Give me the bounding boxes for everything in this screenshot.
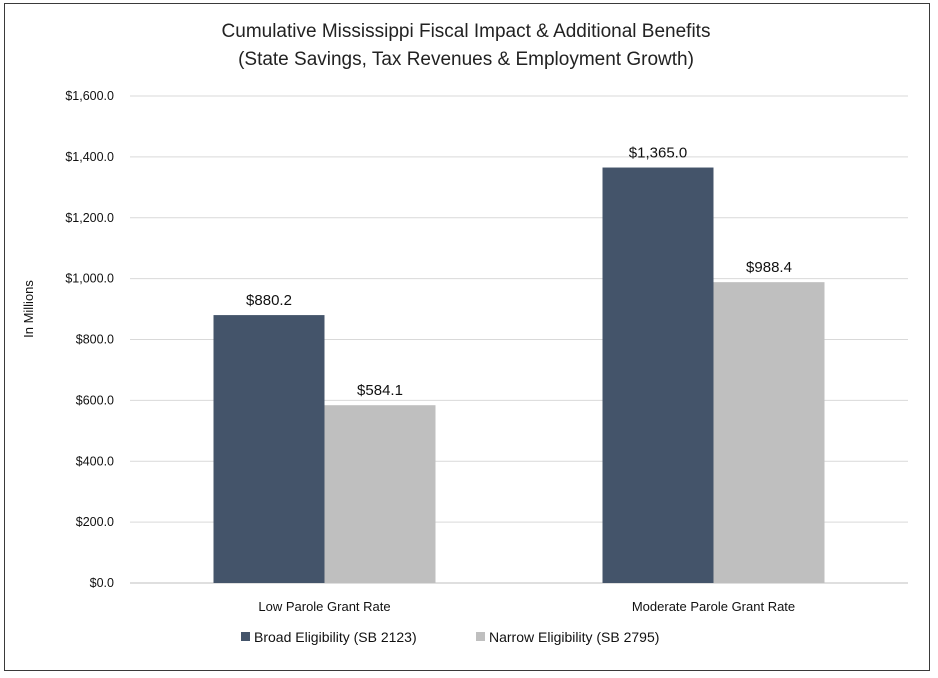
- bar-broad: [213, 315, 325, 583]
- y-tick-label: $0.0: [90, 576, 114, 590]
- y-tick-label: $1,600.0: [65, 89, 114, 103]
- bar-chart: Cumulative Mississippi Fiscal Impact & A…: [21, 21, 908, 645]
- chart-subtitle: (State Savings, Tax Revenues & Employmen…: [238, 49, 694, 70]
- data-label: $1,365.0: [629, 145, 687, 162]
- legend-label: Broad Eligibility (SB 2123): [254, 629, 417, 645]
- data-label: $584.1: [357, 382, 403, 399]
- y-tick-label: $1,400.0: [65, 150, 114, 164]
- y-tick-label: $1,000.0: [65, 272, 114, 286]
- bar-narrow: [324, 405, 436, 583]
- bars: [213, 167, 825, 583]
- y-axis-title: In Millions: [21, 280, 36, 338]
- x-tick-label: Moderate Parole Grant Rate: [632, 599, 795, 614]
- x-tick-label: Low Parole Grant Rate: [258, 599, 390, 614]
- data-labels: $880.2 $584.1 Low Parole Grant Rate $1,365.…: [246, 145, 795, 614]
- y-tick-label: $800.0: [76, 333, 114, 347]
- gridlines: $0.0 $200.0 $400.0 $600.0 $800.0 $1,000.0 $1,2…: [65, 89, 908, 590]
- chart-title: Cumulative Mississippi Fiscal Impact & A…: [222, 21, 711, 42]
- legend-label: Narrow Eligibility (SB 2795): [489, 629, 659, 645]
- data-label: $880.2: [246, 292, 292, 309]
- y-tick-label: $600.0: [76, 393, 114, 407]
- legend-swatch: [476, 632, 485, 641]
- data-label: $988.4: [746, 259, 792, 276]
- bar-narrow: [713, 282, 825, 583]
- y-tick-label: $200.0: [76, 515, 114, 529]
- chart-frame: Cumulative Mississippi Fiscal Impact & A…: [4, 3, 930, 671]
- y-tick-label: $400.0: [76, 454, 114, 468]
- bar-broad: [602, 167, 714, 583]
- legend-swatch: [241, 632, 250, 641]
- y-tick-label: $1,200.0: [65, 211, 114, 225]
- legend: Broad Eligibility (SB 2123) Narrow Eligib…: [241, 629, 659, 645]
